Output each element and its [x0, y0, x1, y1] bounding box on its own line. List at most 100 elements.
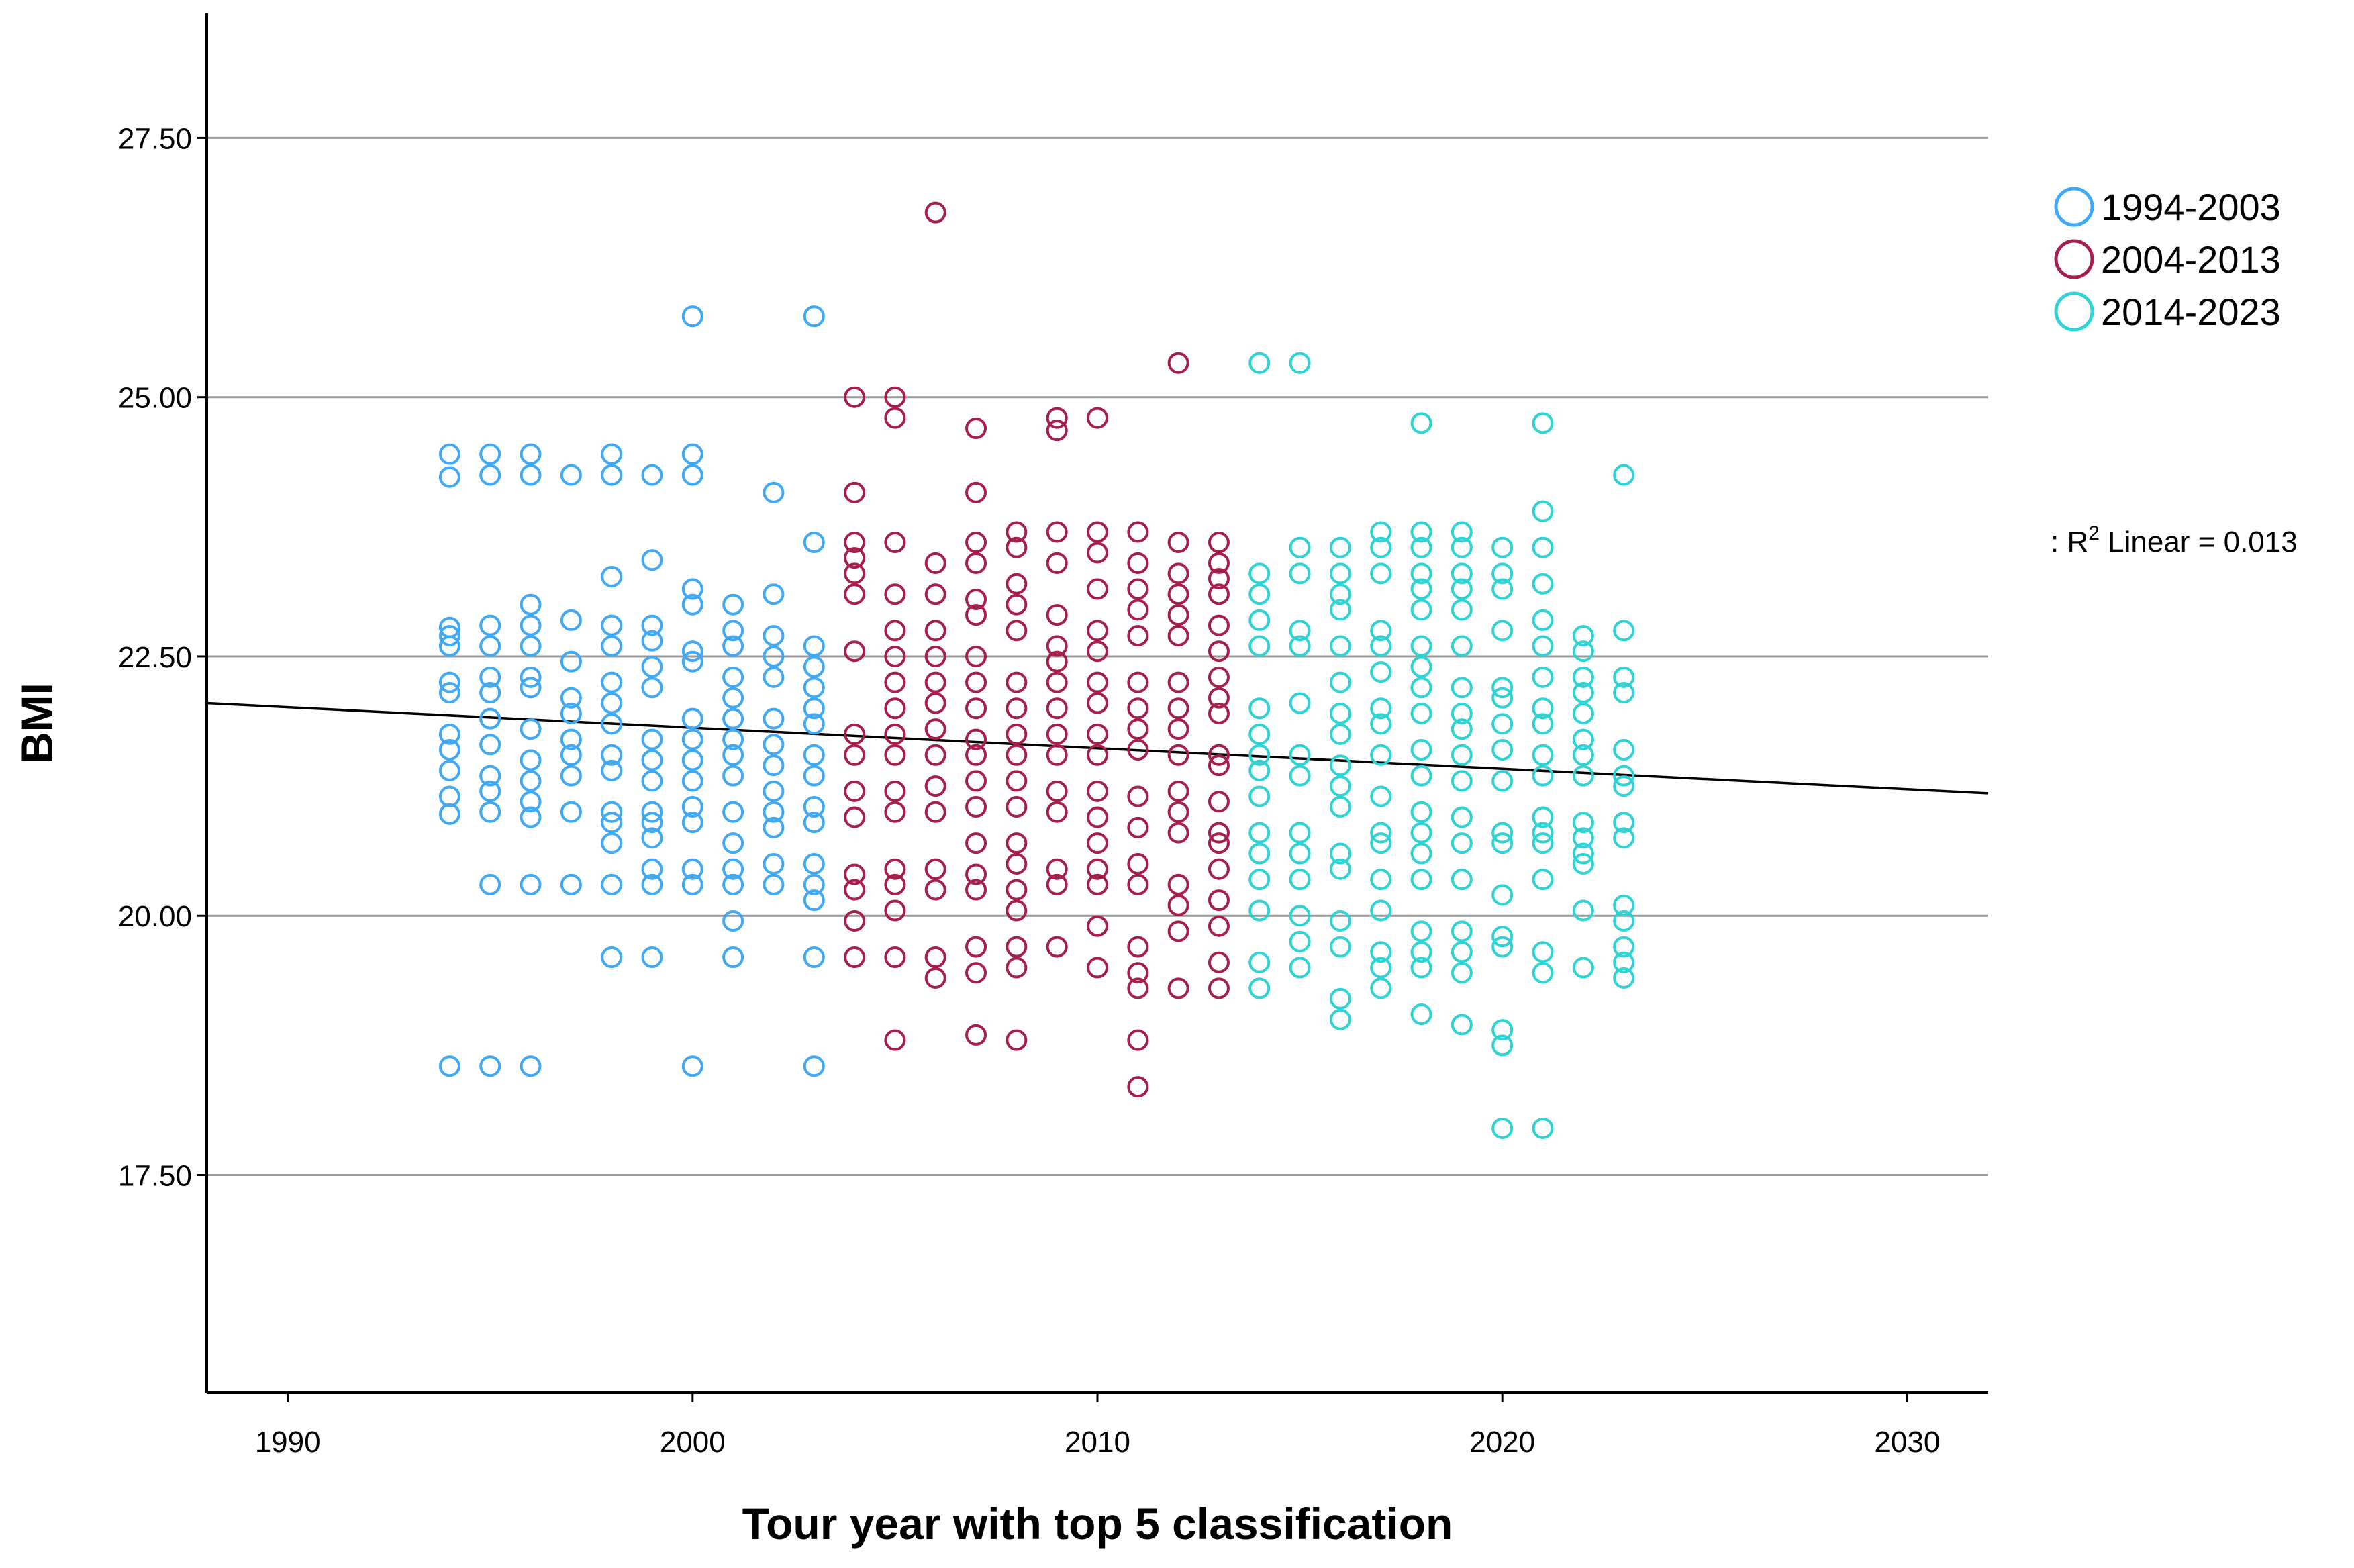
data-point [803, 1055, 825, 1077]
data-point [722, 801, 744, 823]
data-point [965, 418, 987, 440]
data-point [641, 630, 663, 652]
data-point [1087, 780, 1108, 802]
data-point [438, 635, 460, 657]
data-point [601, 464, 623, 486]
data-point [884, 899, 906, 922]
data-point [884, 645, 906, 667]
data-point [1006, 573, 1028, 595]
data-point [965, 744, 987, 766]
data-point [1491, 1019, 1514, 1041]
x-axis-title: Tour year with top 5 classification [742, 1499, 1453, 1549]
data-point [722, 946, 744, 969]
data-point [1127, 785, 1149, 807]
data-point [722, 910, 744, 932]
data-point [1127, 816, 1149, 838]
data-point [1451, 635, 1473, 657]
data-point [1087, 692, 1108, 714]
data-point [1006, 796, 1028, 818]
data-point [1006, 957, 1028, 979]
data-point [1208, 951, 1230, 973]
data-point [520, 806, 542, 828]
data-point [965, 532, 987, 554]
data-point [844, 562, 866, 585]
data-point [1208, 552, 1230, 574]
data-point [1127, 718, 1149, 740]
data-point [1451, 536, 1473, 558]
data-point [560, 728, 582, 750]
tick-labels: 17.50 20.00 22.50 25.00 27.50 1990 2000 2010 202… [118, 122, 1940, 1459]
data-point [1410, 822, 1432, 844]
data-point [1248, 723, 1271, 745]
data-point [1006, 879, 1028, 901]
data-point [1046, 936, 1068, 958]
data-point [1289, 842, 1311, 865]
data-point [438, 466, 460, 488]
data-point [1167, 532, 1189, 554]
data-point [803, 656, 825, 678]
data-point [803, 796, 825, 818]
data-point [560, 650, 582, 673]
data-point [1410, 702, 1432, 724]
data-point [965, 1024, 987, 1046]
data-point [1046, 801, 1068, 823]
data-point [601, 801, 623, 823]
data-point [1167, 801, 1189, 823]
data-point [1006, 671, 1028, 693]
data-point [844, 481, 866, 503]
data-point [1006, 723, 1028, 745]
data-point [1410, 869, 1432, 891]
data-point [1248, 899, 1271, 922]
data-point [763, 481, 785, 503]
data-point [1532, 666, 1554, 688]
data-point [1613, 910, 1635, 932]
data-point [1572, 842, 1594, 865]
data-point [803, 635, 825, 657]
data-point [1208, 791, 1230, 813]
data-point [884, 532, 906, 554]
data-point [1329, 536, 1351, 558]
data-point [965, 552, 987, 574]
data-point [1046, 780, 1068, 802]
data-point [681, 770, 703, 792]
data-point [601, 565, 623, 587]
data-point [844, 723, 866, 745]
data-point [1127, 739, 1149, 761]
fit-line-layer [206, 701, 1989, 795]
data-point [520, 873, 542, 895]
data-point [1087, 578, 1108, 600]
y-tick-label: 25.00 [118, 382, 192, 415]
data-point [1410, 842, 1432, 865]
y-tick-label: 20.00 [118, 900, 192, 933]
data-point [1572, 852, 1594, 875]
data-point [722, 620, 744, 642]
data-point [763, 734, 785, 756]
data-point [1572, 640, 1594, 663]
data-point [1127, 671, 1149, 693]
data-point [884, 723, 906, 745]
data-point [520, 666, 542, 688]
data-point [1087, 873, 1108, 895]
data-point [641, 858, 663, 880]
data-point [479, 614, 501, 636]
data-point [1613, 464, 1635, 486]
data-point [1127, 977, 1149, 999]
data-point [479, 443, 501, 465]
data-point [1046, 697, 1068, 720]
data-point [722, 666, 744, 688]
data-point [763, 666, 785, 688]
data-point [1572, 682, 1594, 704]
data-point [924, 967, 946, 989]
data-point [601, 692, 623, 714]
data-point [1046, 604, 1068, 626]
data-point [763, 707, 785, 730]
data-point [681, 464, 703, 486]
data-point [1167, 744, 1189, 766]
data-point [1451, 806, 1473, 828]
data-point [1046, 723, 1068, 745]
data-point [1046, 552, 1068, 574]
data-point [1613, 967, 1635, 989]
data-point [1532, 697, 1554, 720]
data-point [1491, 713, 1514, 735]
data-point [1410, 957, 1432, 979]
